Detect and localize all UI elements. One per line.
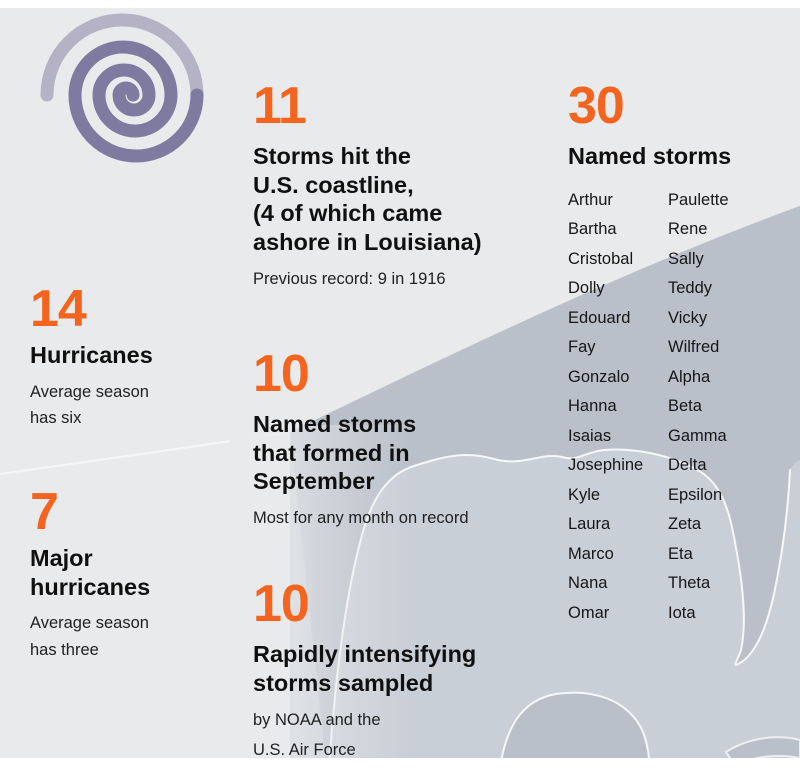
storm-name: Eta	[668, 544, 693, 563]
storm-name: Arthur	[568, 190, 613, 209]
storm-name: Iota	[668, 603, 696, 622]
storm-name: Gamma	[668, 426, 727, 445]
storm-name: Omar	[568, 603, 610, 622]
storm-name: Rene	[668, 220, 708, 239]
storm-name: Nana	[568, 574, 608, 593]
map-yucatan	[500, 691, 650, 758]
storm-name: Bartha	[568, 220, 617, 239]
spiral-outer-arc	[40, 13, 204, 102]
storm-name: Josephine	[568, 456, 644, 475]
stat-major-heading: Major hurricanes	[30, 545, 151, 600]
storm-name: Fay	[568, 338, 596, 357]
map-fade-overlay	[230, 425, 410, 758]
storm-name: Wilfred	[668, 338, 720, 357]
stat-major-hurricanes: 7 Major hurricanes Average season has th…	[30, 486, 230, 663]
stat-coastline: 11 Storms hit the U.S. coastline, (4 of …	[253, 80, 523, 292]
stat-major-number: 7	[30, 483, 59, 541]
map-cuba	[724, 736, 800, 758]
storm-name-column-1: Arthur Bartha Cristobal Dolly Edouard Fay Gonz…	[568, 186, 668, 629]
stat-september-heading: Named storms that formed in September	[253, 411, 417, 495]
stat-hurricanes-heading: Hurricanes	[30, 342, 153, 368]
storm-name: Beta	[668, 397, 702, 416]
storm-name: Delta	[668, 456, 707, 475]
storm-name: Paulette	[668, 190, 729, 209]
hurricane-spiral-icon	[40, 13, 204, 163]
storm-name-list: Arthur Bartha Cristobal Dolly Edouard Fay Gonz…	[568, 186, 798, 629]
stat-hurricanes-note: Average season has six	[30, 382, 149, 428]
stat-sampled-storms: 10 Rapidly intensifying storms sampled b…	[253, 578, 563, 766]
storm-name: Teddy	[668, 279, 713, 298]
stat-hurricanes-number: 14	[30, 280, 87, 338]
stat-sampled-note: by NOAA and the U.S. Air Force	[253, 711, 381, 759]
storm-name: Vicky	[668, 308, 708, 327]
stat-coastline-number: 11	[253, 77, 307, 135]
stat-september-note: Most for any month on record	[253, 508, 469, 527]
storm-name: Laura	[568, 515, 611, 534]
stat-september-number: 10	[253, 345, 310, 403]
storm-name: Hanna	[568, 397, 617, 416]
stat-coastline-note: Previous record: 9 in 1916	[253, 269, 446, 288]
storm-name: Epsilon	[668, 485, 723, 504]
map-land	[290, 206, 800, 758]
storm-name: Alpha	[668, 367, 711, 386]
storm-name: Zeta	[668, 515, 702, 534]
storm-name: Theta	[668, 574, 711, 593]
spiral-inner-arc	[68, 40, 204, 163]
storm-name: Marco	[568, 544, 614, 563]
storm-name: Sally	[668, 249, 704, 268]
storm-name-column-2: Paulette Rene Sally Teddy Vicky Wilfred Alpha B…	[668, 186, 729, 629]
storm-name: Gonzalo	[568, 367, 630, 386]
storm-name: Kyle	[568, 485, 601, 504]
stat-named-heading: Named storms	[568, 143, 732, 169]
stat-major-note: Average season has three	[30, 614, 149, 659]
stat-hurricanes: 14 Hurricanes Average season has six	[30, 283, 230, 431]
storm-name: Cristobal	[568, 249, 634, 268]
storm-name: Edouard	[568, 308, 631, 327]
storm-name: Dolly	[568, 279, 605, 298]
stat-named-number: 30	[568, 77, 625, 135]
stat-september-storms: 10 Named storms that formed in September…	[253, 348, 543, 531]
stat-coastline-heading: Storms hit the U.S. coastline, (4 of whi…	[253, 143, 482, 255]
storm-name: Isaias	[568, 426, 612, 445]
stat-named-storms: 30 Named storms Arthur Bartha Cristobal Dol…	[568, 80, 798, 628]
stat-sampled-number: 10	[253, 575, 310, 633]
stat-sampled-heading: Rapidly intensifying storms sampled	[253, 641, 477, 696]
